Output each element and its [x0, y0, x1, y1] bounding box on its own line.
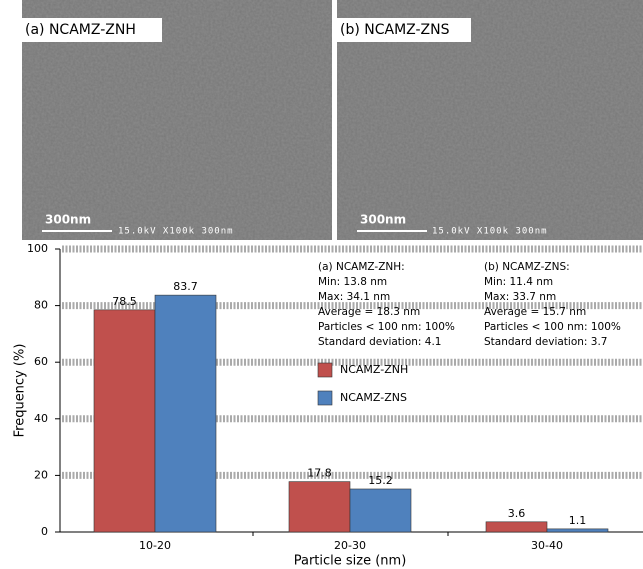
- sem-image-a: (a) NCAMZ-ZNH 300nm 15.0kV X100k 300nm: [22, 0, 332, 240]
- bar: [485, 521, 548, 533]
- annotation-line: Average = 18.3 nm: [318, 306, 420, 318]
- chart: 0 20 40 60 80 100 Frequency (%) Particle size (…: [13, 242, 643, 569]
- y-tick-label: 40: [34, 412, 48, 425]
- bar: [288, 481, 351, 533]
- y-tick-label: 100: [27, 242, 48, 255]
- x-tick-label: 10-20: [139, 539, 171, 552]
- x-tick-label: 30-40: [531, 539, 563, 552]
- data-label: 3.6: [508, 507, 526, 520]
- annotation-line: Min: 11.4 nm: [484, 276, 553, 288]
- annotation-line: Max: 33.7 nm: [484, 291, 556, 303]
- x-axis-title: Particle size (nm): [294, 554, 407, 569]
- y-tick-label: 60: [34, 355, 48, 368]
- data-label: 78.5: [112, 295, 137, 308]
- bar: [93, 309, 156, 533]
- y-tick-label: 20: [34, 468, 48, 481]
- legend-swatch: [317, 362, 333, 378]
- sem-image-b: (b) NCAMZ-ZNS 300nm 15.0kV X100k 300nm: [337, 0, 643, 240]
- image-label: (a) NCAMZ-ZNH: [25, 22, 136, 38]
- data-label: 83.7: [173, 280, 198, 293]
- x-tick-label: 20-30: [334, 539, 366, 552]
- scale-bar-label: 300nm: [360, 213, 406, 227]
- y-tick-label: 80: [34, 299, 48, 312]
- annotation-line: (a) NCAMZ-ZNH:: [318, 261, 405, 273]
- annotation-line: Average = 15.7 nm: [484, 306, 586, 318]
- annotation-line: Particles < 100 nm: 100%: [484, 321, 621, 333]
- y-axis-title: Frequency (%): [13, 344, 28, 438]
- label-box: [22, 18, 162, 42]
- data-label: 1.1: [569, 514, 587, 527]
- data-label: 17.8: [307, 467, 332, 480]
- image-label: (b) NCAMZ-ZNS: [340, 22, 450, 38]
- label-box: [337, 18, 471, 42]
- scale-bar-label: 300nm: [45, 213, 91, 227]
- microscope-info: 15.0kV X100k 300nm: [118, 227, 234, 237]
- annotation-line: Standard deviation: 4.1: [318, 336, 441, 348]
- annotation-line: Min: 13.8 nm: [318, 276, 387, 288]
- bar: [154, 294, 217, 533]
- legend-label: NCAMZ-ZNH: [340, 363, 408, 376]
- annotation-line: Max: 34.1 nm: [318, 291, 390, 303]
- annotation-line: Particles < 100 nm: 100%: [318, 321, 455, 333]
- bar: [349, 488, 412, 533]
- annotation-line: Standard deviation: 3.7: [484, 336, 607, 348]
- y-tick-label: 0: [41, 525, 48, 538]
- legend-label: NCAMZ-ZNS: [340, 391, 407, 404]
- data-label: 15.2: [368, 474, 393, 487]
- legend-swatch: [317, 390, 333, 406]
- bar: [546, 528, 609, 533]
- annotation-line: (b) NCAMZ-ZNS:: [484, 261, 570, 273]
- microscope-info: 15.0kV X100k 300nm: [432, 227, 548, 237]
